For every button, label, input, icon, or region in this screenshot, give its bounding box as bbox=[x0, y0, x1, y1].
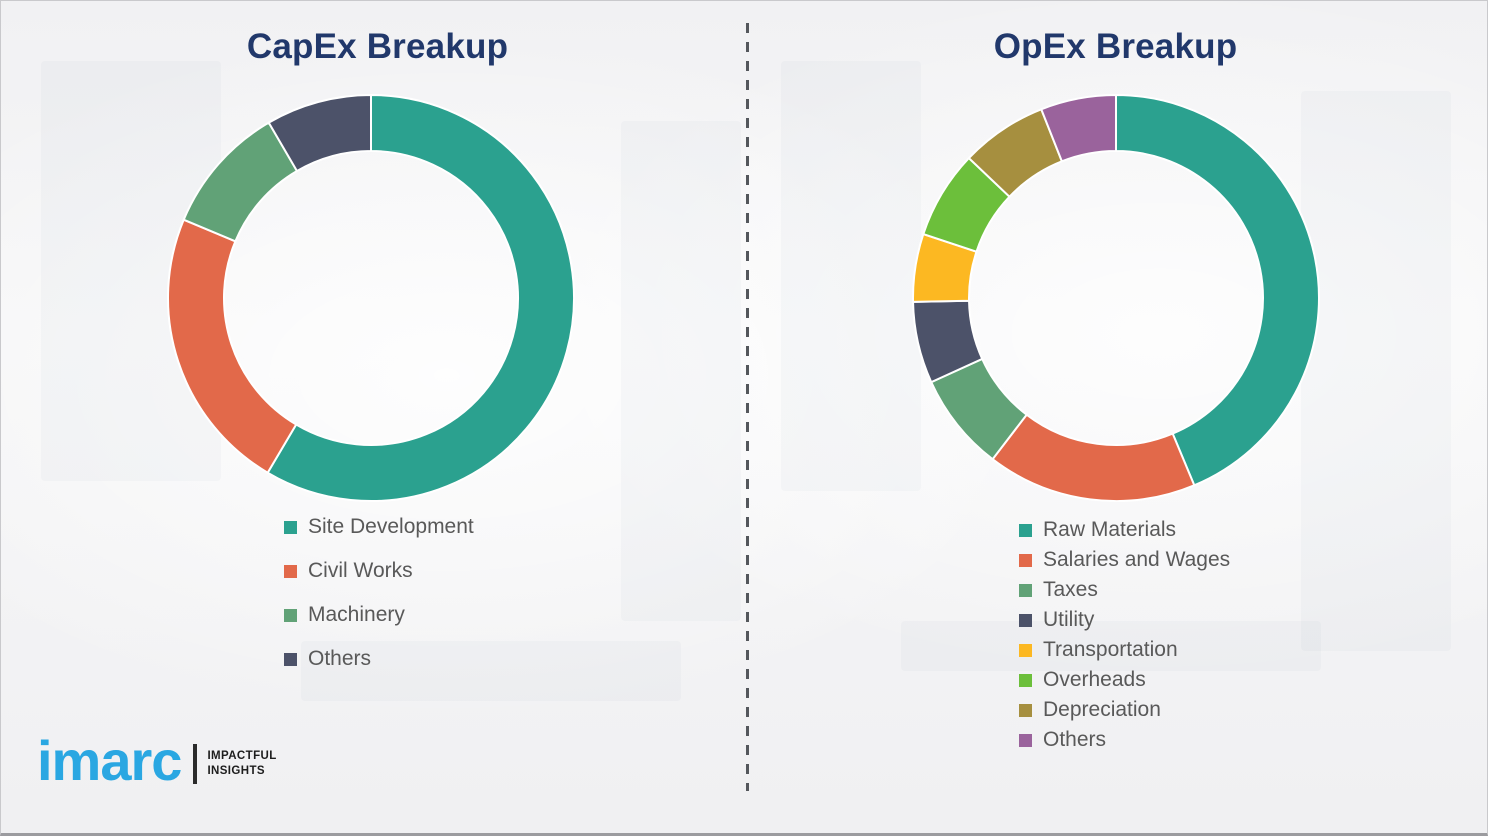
legend-item: Site Development bbox=[284, 515, 474, 539]
legend-item: Raw Materials bbox=[1019, 518, 1230, 542]
logo-tagline-line2: INSIGHTS bbox=[207, 765, 265, 777]
logo-tagline-line1: IMPACTFUL bbox=[207, 750, 277, 763]
imarc-logo-wordmark: imarc bbox=[37, 729, 182, 792]
legend-label: Machinery bbox=[308, 603, 405, 626]
donut-segment bbox=[1039, 93, 1117, 163]
capex-donut-chart bbox=[167, 93, 575, 502]
legend-item: Transportation bbox=[1019, 638, 1230, 662]
legend-swatch bbox=[1019, 643, 1032, 657]
opex-chart-title: OpEx Breakup bbox=[993, 27, 1238, 66]
legend-label: Site Development bbox=[308, 515, 474, 538]
vertical-dashed-divider bbox=[746, 23, 749, 791]
legend-swatch bbox=[1019, 583, 1032, 597]
legend-swatch bbox=[1019, 523, 1032, 537]
capex-legend: Site Development Civil Works Machinery O… bbox=[284, 515, 474, 691]
legend-item: Utility bbox=[1019, 608, 1230, 632]
legend-item: Civil Works bbox=[284, 559, 474, 583]
legend-label: Civil Works bbox=[308, 559, 413, 582]
legend-label: Salaries and Wages bbox=[1043, 548, 1231, 571]
opex-donut-chart bbox=[912, 93, 1320, 502]
legend-swatch bbox=[284, 520, 297, 534]
logo-tagline: IMPACTFUL INSIGHTS bbox=[207, 749, 276, 779]
legend-item: Salaries and Wages bbox=[1019, 548, 1230, 572]
legend-label: Raw Materials bbox=[1043, 518, 1177, 541]
legend-label: Utility bbox=[1043, 608, 1095, 631]
legend-swatch bbox=[284, 564, 297, 578]
legend-swatch bbox=[1019, 553, 1032, 567]
logo-divider-bar bbox=[193, 744, 198, 784]
donut-segment bbox=[1115, 93, 1320, 487]
legend-item: Taxes bbox=[1019, 578, 1230, 602]
legend-item: Depreciation bbox=[1019, 698, 1230, 722]
legend-label: Depreciation bbox=[1043, 698, 1161, 721]
donut-segment bbox=[167, 218, 298, 475]
opex-legend: Raw Materials Salaries and Wages Taxes U… bbox=[1019, 518, 1230, 758]
capex-chart-title: CapEx Breakup bbox=[246, 27, 509, 66]
legend-swatch bbox=[1019, 703, 1032, 717]
legend-swatch bbox=[284, 608, 297, 622]
legend-label: Transportation bbox=[1043, 638, 1178, 661]
donut-segment bbox=[266, 93, 575, 502]
legend-swatch bbox=[284, 652, 297, 666]
legend-swatch bbox=[1019, 613, 1032, 627]
legend-swatch bbox=[1019, 733, 1032, 747]
legend-label: Others bbox=[308, 647, 372, 670]
legend-label: Taxes bbox=[1043, 578, 1098, 601]
legend-label: Overheads bbox=[1043, 668, 1146, 691]
imarc-logo: imarc IMPACTFUL INSIGHTS bbox=[37, 733, 277, 789]
legend-item: Others bbox=[1019, 728, 1230, 752]
legend-item: Overheads bbox=[1019, 668, 1230, 692]
legend-swatch bbox=[1019, 673, 1032, 687]
legend-label: Others bbox=[1043, 728, 1107, 751]
legend-item: Machinery bbox=[284, 603, 474, 627]
donut-segment bbox=[267, 93, 372, 173]
legend-item: Others bbox=[284, 647, 474, 671]
donut-segment bbox=[991, 413, 1196, 502]
